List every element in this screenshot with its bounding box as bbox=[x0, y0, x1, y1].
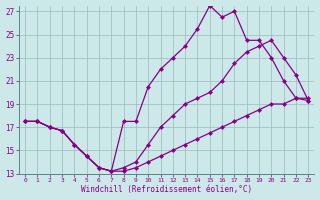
X-axis label: Windchill (Refroidissement éolien,°C): Windchill (Refroidissement éolien,°C) bbox=[81, 185, 252, 194]
